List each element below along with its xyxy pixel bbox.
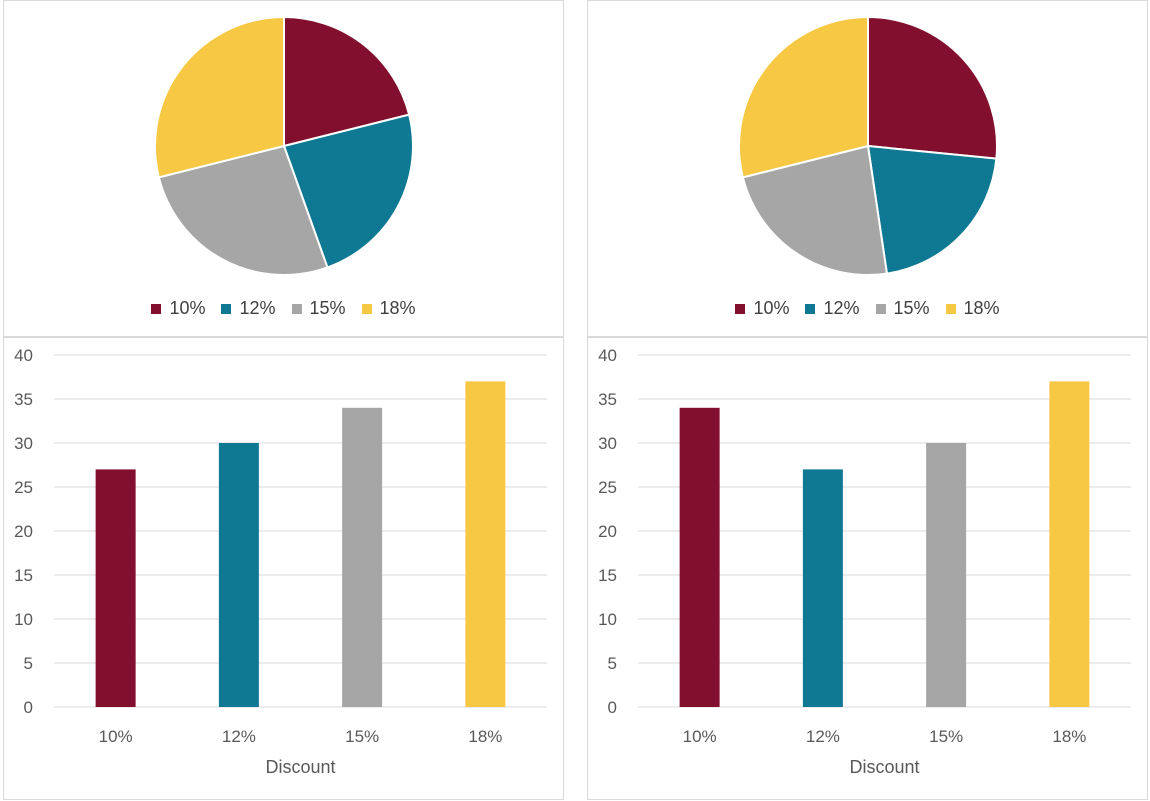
legend-item-18: 18% <box>361 298 416 319</box>
y-tick-label: 40 <box>14 346 33 365</box>
pie-right-plot <box>738 15 998 276</box>
x-tick-label: 18% <box>468 727 502 746</box>
x-tick-label: 18% <box>1052 727 1086 746</box>
y-tick-label: 40 <box>598 346 617 365</box>
bar-right-plot: 0 5 10 15 20 25 30 35 40 10% 12% 15% 18% Discount <box>598 346 1131 777</box>
x-tick-label: 15% <box>345 727 379 746</box>
legend-label: 15% <box>893 298 930 318</box>
bar-18 <box>1049 381 1090 707</box>
legend-swatch <box>945 303 956 314</box>
y-tick-label: 0 <box>608 698 617 717</box>
y-tick-label: 5 <box>24 654 33 673</box>
bar-15 <box>926 443 967 707</box>
legend-swatch <box>151 303 162 314</box>
pie-right-legend: 10% 12% 15% 18% <box>588 298 1147 319</box>
pie-left-plot <box>154 15 414 276</box>
pie-left-legend: 10% 12% 15% 18% <box>4 298 563 319</box>
legend-item-10: 10% <box>735 298 789 319</box>
y-tick-label: 15 <box>598 566 617 585</box>
legend-swatch <box>361 303 372 314</box>
legend-swatch <box>221 303 232 314</box>
x-axis-title: Discount <box>849 757 919 777</box>
pie-chart-right: 10% 12% 15% 18% <box>587 0 1148 337</box>
y-tick-label: 25 <box>14 478 33 497</box>
legend-label: 10% <box>753 298 790 318</box>
pie-slice-12 <box>866 144 998 275</box>
pie-slice-15 <box>157 144 329 276</box>
legend-item-15: 15% <box>875 298 930 319</box>
legend-item-18: 18% <box>945 298 1000 319</box>
pie-slice-18 <box>738 15 869 179</box>
x-tick-label: 10% <box>683 727 717 746</box>
legend-label: 12% <box>823 298 860 318</box>
bar-chart-right: 0 5 10 15 20 25 30 35 40 10% 12% 15% 18% Discount <box>587 337 1148 800</box>
legend-label: 18% <box>963 298 1000 318</box>
y-tick-label: 20 <box>598 522 617 541</box>
y-tick-label: 0 <box>24 698 33 717</box>
x-tick-label: 12% <box>806 727 840 746</box>
legend-item-12: 12% <box>805 298 860 319</box>
pie-slice-10 <box>867 15 998 160</box>
legend-label: 15% <box>309 298 346 318</box>
pie-slice-10 <box>283 15 411 148</box>
legend-swatch <box>735 303 746 314</box>
bar-12 <box>802 469 843 707</box>
y-tick-label: 5 <box>608 654 617 673</box>
bar-12 <box>218 443 259 707</box>
bar-chart-left: 0 5 10 15 20 25 30 35 40 10% 12% 15% 18% Discount <box>3 337 564 800</box>
y-tick-label: 10 <box>14 610 33 629</box>
legend-swatch <box>291 303 302 314</box>
y-tick-label: 30 <box>14 434 33 453</box>
bar-left-plot: 0 5 10 15 20 25 30 35 40 10% 12% 15% 18% Discount <box>14 346 547 777</box>
y-tick-label: 35 <box>598 390 617 409</box>
y-tick-label: 35 <box>14 390 33 409</box>
pie-slice-15 <box>741 144 889 276</box>
x-tick-label: 12% <box>222 727 256 746</box>
y-tick-label: 30 <box>598 434 617 453</box>
pie-chart-left: 10% 12% 15% 18% <box>3 0 564 337</box>
pie-slice-12 <box>282 113 414 269</box>
y-tick-label: 15 <box>14 566 33 585</box>
pie-slice-18 <box>154 15 285 179</box>
legend-item-15: 15% <box>291 298 346 319</box>
y-tick-label: 10 <box>598 610 617 629</box>
legend-item-12: 12% <box>221 298 276 319</box>
legend-label: 12% <box>239 298 276 318</box>
y-tick-label: 20 <box>14 522 33 541</box>
x-tick-label: 10% <box>99 727 133 746</box>
x-tick-label: 15% <box>929 727 963 746</box>
bar-10 <box>679 407 720 707</box>
legend-swatch <box>875 303 886 314</box>
bar-18 <box>465 381 506 707</box>
bar-15 <box>342 407 383 707</box>
legend-label: 10% <box>169 298 206 318</box>
legend-label: 18% <box>379 298 416 318</box>
legend-swatch <box>805 303 816 314</box>
legend-item-10: 10% <box>151 298 205 319</box>
y-tick-label: 25 <box>598 478 617 497</box>
x-axis-title: Discount <box>265 757 335 777</box>
bar-10 <box>95 469 136 707</box>
